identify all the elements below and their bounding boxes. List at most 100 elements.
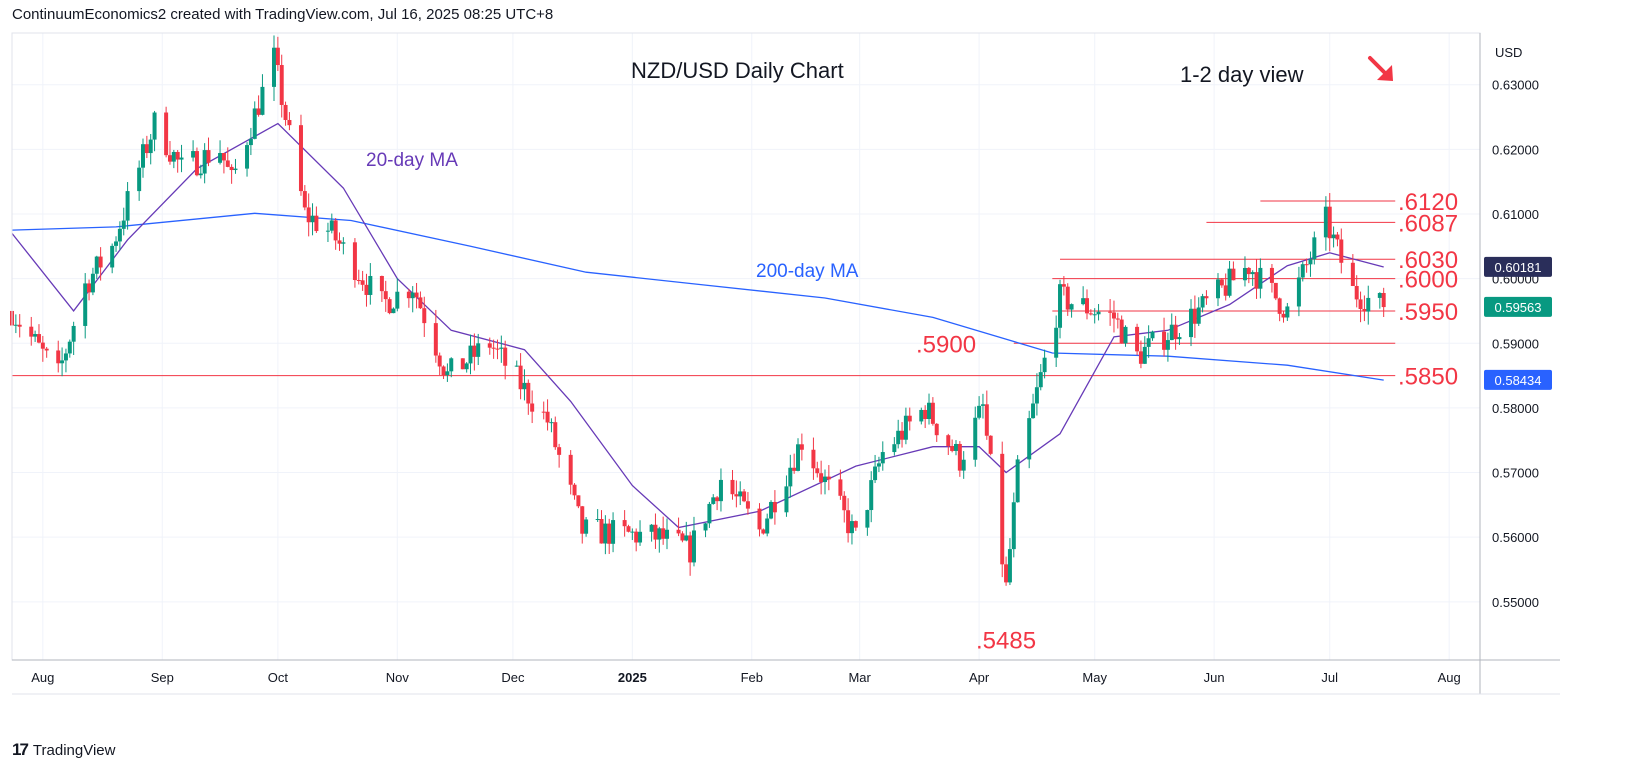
candle-body [530, 403, 535, 412]
candle-body [842, 495, 847, 511]
candle-body [1246, 267, 1251, 275]
candle-body [961, 459, 966, 471]
level-label: .6030 [1398, 247, 1458, 274]
candle-body [1108, 311, 1113, 313]
candle-body [595, 519, 600, 521]
candle-body [653, 524, 658, 540]
candle-body [279, 65, 284, 105]
candle-body [788, 467, 793, 487]
candle-body [1027, 418, 1032, 460]
candle-body [1007, 549, 1012, 583]
candle-body [796, 444, 801, 471]
candle-body [742, 491, 747, 502]
grid-lines [12, 33, 1480, 660]
y-tick-label: 0.59000 [1492, 336, 1539, 351]
candle-body [194, 151, 199, 176]
candle-body [487, 343, 492, 348]
candle-body [1092, 314, 1097, 316]
candle-body [352, 242, 357, 280]
candle-body [387, 299, 392, 314]
candle-body [919, 409, 924, 422]
candle-body [71, 325, 76, 342]
candle-body [1135, 326, 1140, 352]
candle-body [418, 297, 423, 309]
candle-body [491, 347, 496, 349]
candle-body [449, 358, 454, 372]
candle-body [391, 308, 396, 314]
candle-body [869, 480, 874, 511]
candle-body [233, 168, 238, 171]
candle-body [175, 151, 180, 160]
candle-body [846, 510, 851, 534]
candle-body [460, 358, 465, 370]
candle-body [17, 324, 22, 327]
candle-body [495, 348, 500, 350]
candle-body [734, 494, 739, 497]
candle-body [94, 256, 99, 274]
candle-body [1115, 318, 1120, 320]
candle-body [1177, 337, 1182, 340]
candle-body [148, 139, 153, 154]
candle-body [1123, 326, 1128, 344]
ma20-line [11, 122, 1384, 529]
candle-body [576, 495, 581, 507]
candle-body [441, 366, 446, 376]
level-label: .6087 [1398, 210, 1458, 237]
y-tick-label: 0.55000 [1492, 595, 1539, 610]
candle-body [252, 108, 257, 139]
x-tick-label: Aug [31, 670, 54, 685]
candle-body [630, 531, 635, 533]
candle-body [298, 125, 303, 192]
candle-body [167, 155, 172, 162]
candle-body [1285, 306, 1290, 318]
plot-frame [11, 32, 1481, 661]
candle-body [661, 528, 666, 539]
candle-body [248, 138, 253, 146]
candle-body [272, 47, 277, 87]
candle-body [229, 166, 234, 171]
candle-body [568, 454, 573, 485]
candle-body [792, 467, 797, 471]
candle-body [815, 468, 820, 474]
candle-body [364, 284, 369, 295]
candle-body [599, 519, 604, 544]
candle-body [472, 345, 477, 357]
candle-body [1015, 459, 1020, 503]
candle-body [198, 173, 203, 176]
candle-body [1038, 372, 1043, 388]
ma200-label: 200-day MA [756, 261, 859, 282]
chart-title: NZD/USD Daily Chart [631, 58, 844, 83]
candle-body [980, 404, 985, 406]
candle-body [13, 324, 18, 326]
candle-body [957, 443, 962, 471]
x-tick-label: Apr [969, 670, 990, 685]
candle-body [395, 291, 400, 309]
view-label: 1-2 day view [1180, 62, 1304, 87]
candle-body [950, 445, 955, 451]
candle-body [1227, 268, 1232, 296]
candle-body [414, 292, 419, 298]
candle-body [1162, 331, 1167, 350]
candle-body [1354, 285, 1359, 300]
candle-body [225, 160, 230, 167]
candle-body [1000, 453, 1005, 565]
candle-body [1138, 351, 1143, 364]
candle-body [121, 220, 126, 229]
candle-body [1250, 272, 1255, 275]
annotations: .6120.6087 .6030.6000 .5950 .5900 .5850 .5485… [366, 56, 1552, 655]
level-label: .5900 [916, 331, 976, 358]
x-tick-label: Nov [386, 670, 410, 685]
candle-body [684, 535, 689, 541]
candle-body [838, 479, 843, 496]
candle-body [703, 523, 708, 531]
candle-body [900, 430, 905, 440]
ma200-line [11, 212, 1384, 381]
candle-body [1312, 237, 1317, 260]
candle-body [333, 220, 338, 241]
candle-body [769, 501, 774, 519]
candle-body [730, 479, 735, 495]
candle-body [676, 529, 681, 534]
candle-body [1219, 279, 1224, 286]
candle-body [60, 360, 65, 364]
